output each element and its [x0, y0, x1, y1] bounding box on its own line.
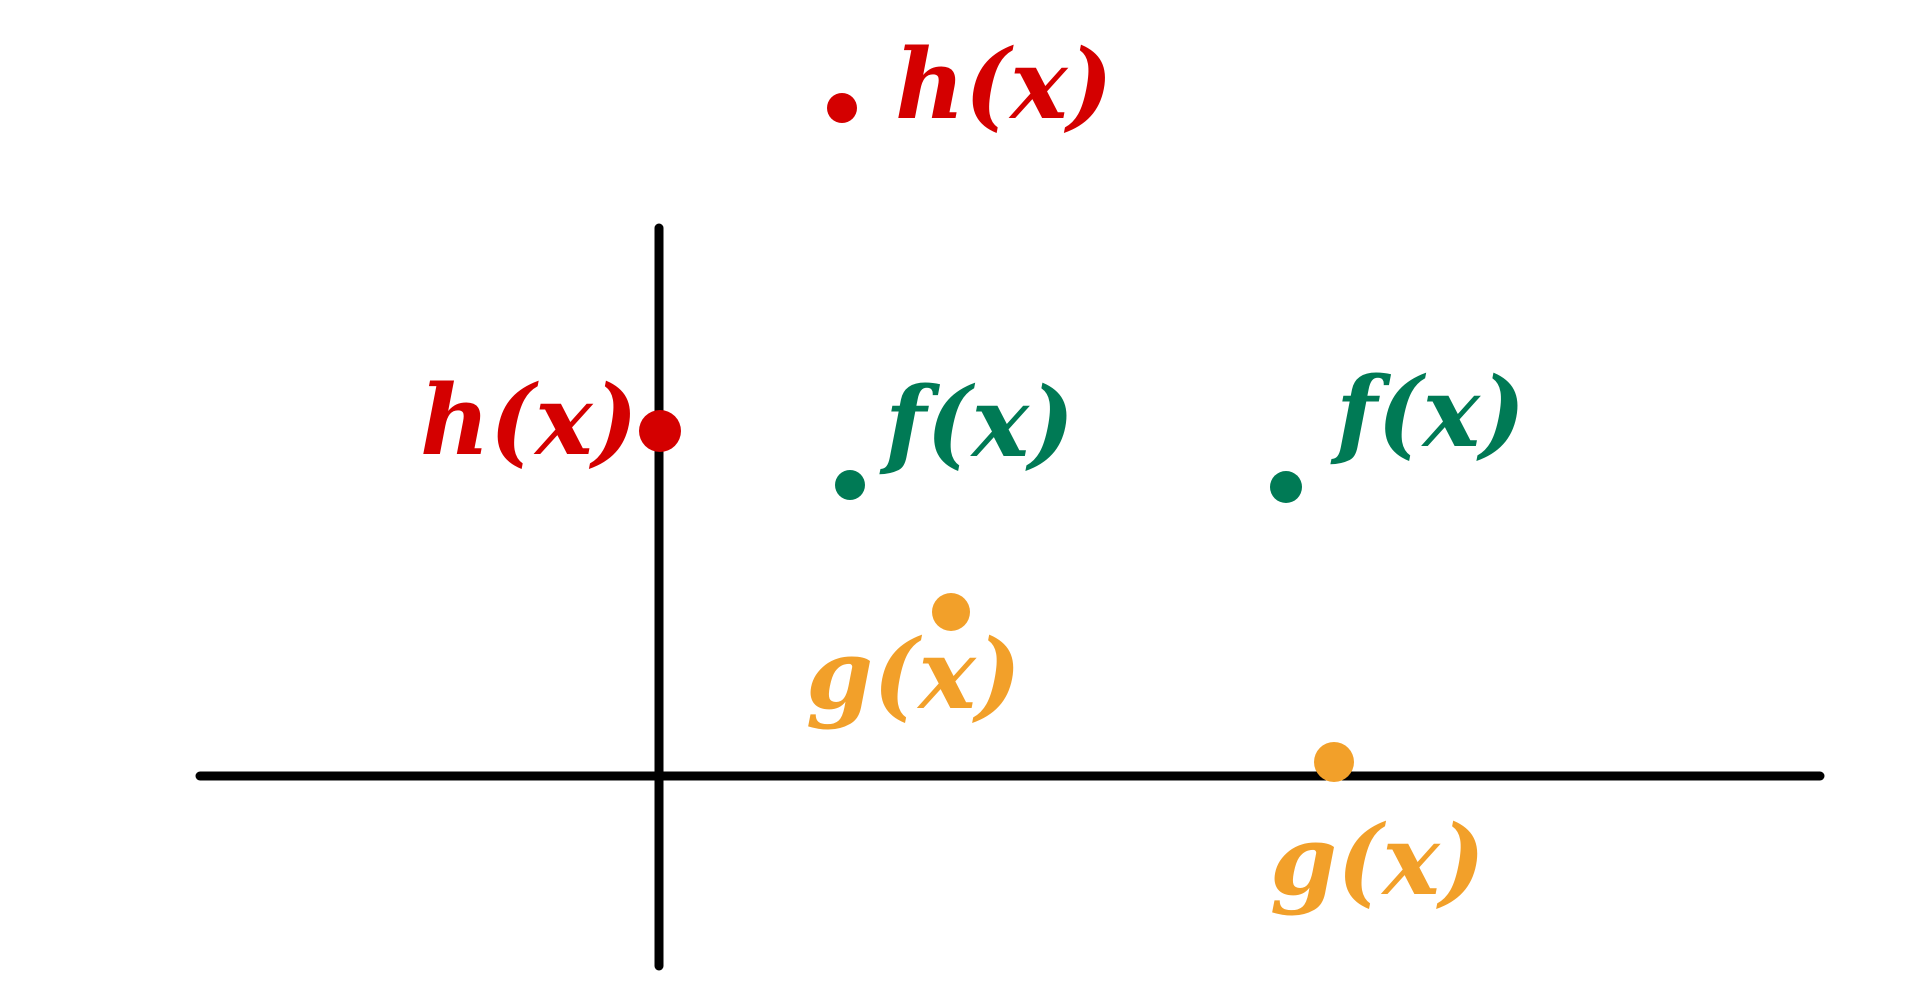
- g-point-on-axis: [1314, 742, 1354, 782]
- g-label-upper: g(x): [806, 618, 1021, 731]
- f-label-right: f(x): [1330, 356, 1525, 469]
- g-label-lower: g(x): [1270, 804, 1485, 917]
- h-label-top: h(x): [895, 28, 1113, 141]
- h-point-top: [827, 93, 857, 123]
- g-point-upper: [932, 593, 970, 631]
- f-label-left: f(x): [879, 366, 1074, 479]
- h-label-axis: h(x): [420, 364, 638, 477]
- f-point-right: [1270, 471, 1302, 503]
- f-point-left: [835, 470, 865, 500]
- h-point-on-axis: [639, 410, 681, 452]
